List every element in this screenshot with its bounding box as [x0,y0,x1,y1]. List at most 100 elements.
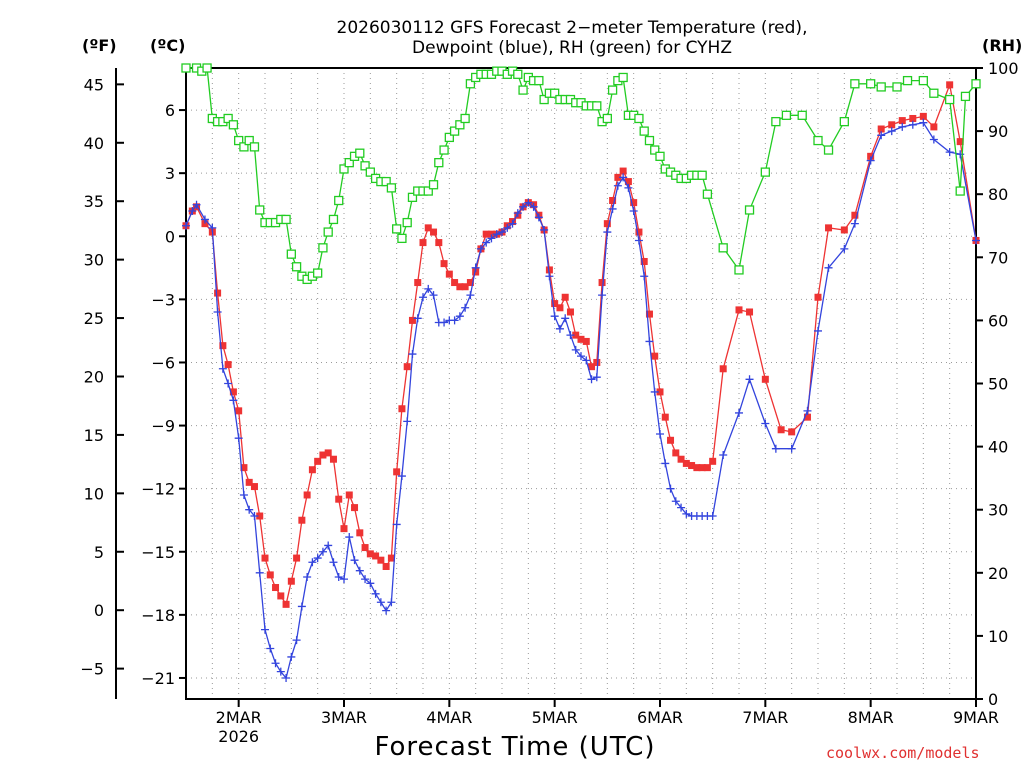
data-point [613,181,622,190]
data-point [339,164,349,174]
data-point [460,113,470,124]
data-point [308,466,316,474]
data-point [956,138,964,146]
data-point [329,455,337,463]
y-tick-label-rh: 90 [988,122,1008,141]
data-point [545,266,553,274]
data-point [324,541,333,550]
data-point [813,135,823,146]
data-point [645,310,653,318]
data-point [482,230,490,238]
data-point [803,413,811,421]
data-point [688,462,696,470]
y-tick-label-c: −18 [141,606,175,625]
data-point [334,573,343,582]
data-point [877,125,885,133]
data-point [850,219,859,228]
y-tick-label-rh: 80 [988,185,1008,204]
data-point [929,135,938,144]
data-point [498,228,506,237]
data-point [392,520,401,529]
data-point [771,116,781,127]
data-point [397,472,406,481]
data-point [719,365,727,373]
data-point [223,113,233,124]
data-point [313,268,323,278]
data-point [340,525,348,533]
data-point [450,316,459,325]
data-point [261,554,269,562]
data-point [345,491,353,499]
data-point [456,283,464,291]
x-tick-label: 9MAR [953,708,999,727]
data-point [971,79,981,89]
data-point [360,161,370,171]
data-point [413,314,422,323]
data-point [286,249,296,259]
data-point [866,79,876,89]
data-point [702,189,713,199]
data-point [271,659,280,668]
data-point [929,88,939,98]
data-point [402,217,412,228]
data-point [371,589,380,598]
data-point [624,183,633,192]
data-point [266,571,274,579]
x-tick-label: 4MAR [426,708,472,727]
data-point [955,186,965,196]
data-point [319,451,327,459]
data-point [656,388,664,396]
data-point [972,236,980,245]
y-axis-rh-unit-label: (RH) [982,36,1023,55]
data-point [629,207,638,216]
data-point [182,221,190,230]
data-point [655,151,665,161]
data-point [455,312,464,321]
data-point [513,69,523,79]
data-point [708,512,717,521]
data-point [577,335,585,343]
data-point [329,558,338,567]
data-point [593,358,601,366]
data-point [434,157,444,168]
data-point [529,202,538,211]
data-point [639,126,649,136]
data-point [661,459,670,468]
data-point [355,148,365,158]
data-point [608,204,617,213]
data-point [619,167,627,175]
y-tick-label-f: 25 [84,309,104,328]
data-point [208,223,217,232]
data-point [666,484,675,493]
y-tick-label-c: 6 [165,101,175,120]
data-point [471,263,480,272]
data-point [930,123,938,131]
data-point [582,356,591,365]
data-point [465,79,476,89]
data-point [677,455,685,463]
data-point [518,85,528,95]
data-point [318,243,328,253]
data-point [760,167,770,177]
data-point [419,239,427,247]
data-point [277,592,285,600]
data-point [340,575,348,584]
data-point [550,312,559,321]
data-point [761,375,769,383]
data-point [297,602,306,611]
data-point [287,577,295,585]
x-axis-label: Forecast Time (UTC) [374,732,656,762]
data-point [607,85,618,95]
data-point [888,121,896,129]
data-point [945,148,954,157]
data-point [461,303,470,312]
data-point [634,113,644,124]
data-point [630,199,638,207]
data-point [744,205,755,215]
data-point [324,449,332,457]
y-tick-label-f: 10 [84,484,104,503]
y-tick-label-f: 40 [84,134,104,153]
data-point [381,176,391,187]
x-tick-label: 6MAR [637,708,683,727]
